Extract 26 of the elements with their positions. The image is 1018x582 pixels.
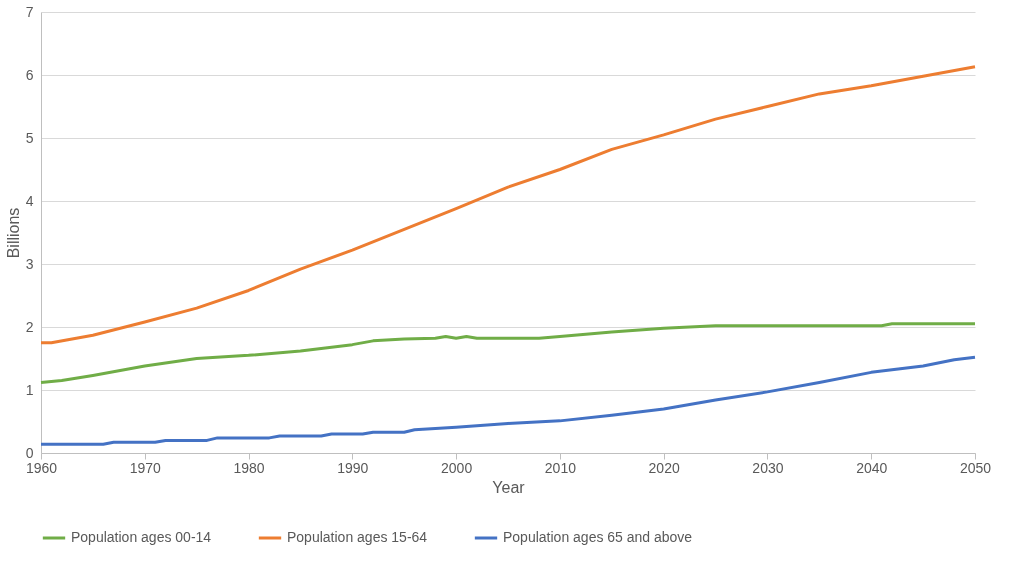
x-tick-label: 1980	[233, 459, 265, 476]
y-tick-label: 2	[25, 318, 34, 335]
y-tick-label: 7	[25, 3, 34, 20]
y-tick-label: 0	[25, 444, 34, 461]
x-tick-label: 1990	[337, 459, 369, 476]
x-tick-label: 2040	[856, 459, 888, 476]
y-tick-label: 6	[25, 66, 34, 83]
y-axis-title: Billions	[4, 207, 22, 259]
x-axis-title: Year	[492, 478, 526, 496]
x-tick-label: 1960	[25, 459, 58, 476]
x-tick-label: 1970	[129, 459, 162, 476]
line-series	[39, 65, 977, 345]
x-tick-label: 2050	[959, 459, 992, 476]
line-series	[39, 355, 977, 446]
x-tick-label: 2020	[648, 459, 680, 476]
y-tick-label: 1	[25, 381, 34, 398]
y-tick-label: 4	[25, 192, 34, 209]
legend-label: Population ages 00-14	[71, 529, 212, 545]
line-series	[39, 322, 977, 384]
x-tick-label: 2010	[544, 459, 577, 476]
legend-label: Population ages 65 and above	[503, 529, 693, 545]
x-tick-label: 2030	[752, 459, 784, 476]
y-tick-label: 3	[25, 255, 34, 272]
x-tick-label: 2000	[441, 459, 473, 476]
y-tick-label: 5	[25, 129, 34, 146]
legend-label: Population ages 15-64	[287, 529, 428, 545]
